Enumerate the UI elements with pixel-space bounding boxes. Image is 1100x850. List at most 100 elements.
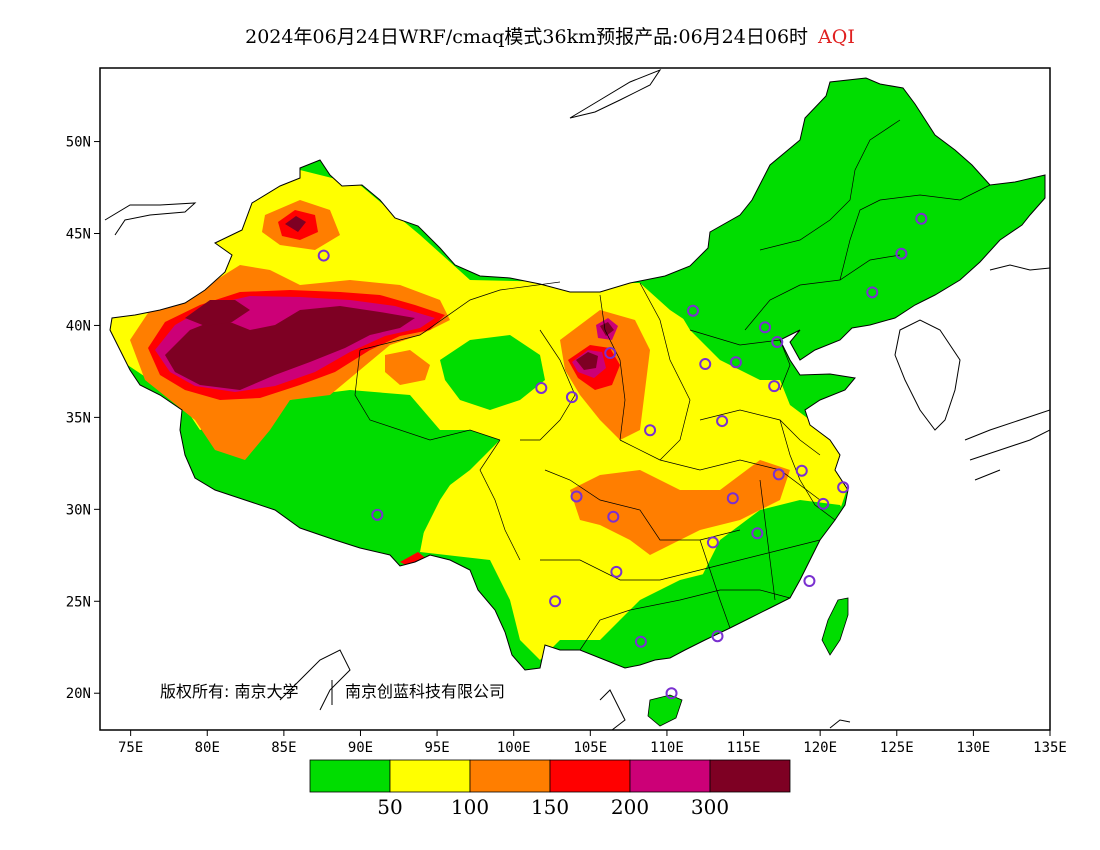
boundary-xinjiang-tibet (354, 349, 501, 441)
station-marker (772, 468, 785, 481)
legend-swatch (469, 759, 551, 793)
coastline-lake-baikal (569, 68, 662, 119)
boundary-hunan (699, 539, 731, 629)
station-marker (317, 249, 330, 262)
orange-qinghai-spot (385, 350, 430, 385)
lat-tick-label: 30N (66, 502, 91, 518)
station-marker (759, 321, 771, 334)
title-variable: AQI (818, 26, 855, 48)
legend-label: 50 (377, 795, 402, 819)
station-marker (570, 490, 583, 503)
station-marker (535, 381, 548, 394)
boundary-hebei (689, 329, 791, 391)
station-marker (716, 415, 729, 428)
hazardous-tarim-west (185, 300, 250, 326)
hainan-island (647, 694, 683, 727)
coastline-japan (964, 409, 1050, 481)
lat-tick-label: 40N (66, 318, 91, 334)
station-marker (768, 380, 781, 393)
orange-sichuan (570, 460, 790, 555)
good-northeast (640, 80, 1045, 340)
copyright-text: 版权所有: 南京大学 (160, 682, 298, 701)
boundary-xinjiang-gansu (359, 281, 561, 351)
hazardous-dzungaria (285, 216, 306, 232)
coastline-russia-east (989, 264, 1050, 271)
aqi-field (110, 78, 1045, 670)
legend-label: 100 (451, 795, 489, 819)
hazardous-ordos (576, 352, 598, 370)
lat-tick-label: 20N (66, 686, 91, 702)
longitude-axis: 75E 80E 85E 90E 95E 100E 105E 110E 115E 120E 125E 1… (118, 730, 1067, 756)
boundary-guangxi (579, 589, 791, 651)
station-marker (665, 687, 678, 700)
boundary-guizhou (540, 539, 821, 581)
boundary-anhui (779, 419, 836, 521)
coastline-india (279, 649, 351, 711)
lon-tick-label: 95E (424, 740, 449, 756)
station-marker (803, 575, 816, 588)
lon-tick-label: 80E (195, 740, 220, 756)
lon-tick-label: 115E (727, 740, 761, 756)
station-marker (729, 356, 742, 369)
station-marker (866, 286, 879, 299)
good-qinghai (440, 335, 545, 410)
boundary-shanxi (639, 282, 691, 461)
legend-swatch (629, 759, 711, 793)
copyright-text-2: 南京创蓝科技有限公司 (345, 682, 505, 701)
lon-tick-label: 85E (271, 740, 296, 756)
lat-tick-label: 50N (66, 135, 91, 151)
station-marker (837, 481, 850, 494)
map-frame (99, 67, 1051, 731)
province-boundaries (354, 119, 991, 651)
station-marker (610, 565, 623, 578)
lat-tick-label: 25N (66, 594, 91, 610)
aqi-legend: 50 100 150 200 300 (309, 759, 791, 819)
latitude-axis: 20N 25N 30N 35N 40N 45N 50N (66, 135, 100, 702)
title-main: 2024年06月24日WRF/cmaq模式36km预报产品:06月24日06时 (245, 26, 809, 48)
map-title: 2024年06月24日WRF/cmaq模式36km预报产品:06月24日06时 A… (0, 22, 1100, 49)
station-marker (686, 304, 699, 317)
station-marker (915, 212, 928, 225)
station-marker (771, 335, 784, 348)
boundary-hubei (619, 439, 821, 501)
station-markers (317, 212, 928, 700)
boundary-tibet-sichuan (479, 439, 521, 561)
lon-tick-label: 90E (348, 740, 373, 756)
station-marker (706, 536, 719, 549)
coastline-vietnam (599, 689, 626, 730)
map-area: 版权所有: 南京大学 南京创蓝科技有限公司 (104, 68, 1050, 730)
boundary-gansu-qinghai (520, 329, 576, 441)
coastline-philippines (829, 719, 851, 729)
lon-tick-label: 100E (497, 740, 531, 756)
legend-swatch (309, 759, 391, 793)
taiwan-island (821, 597, 849, 656)
lon-tick-label: 110E (650, 740, 684, 756)
good-southeast (600, 500, 860, 668)
good-shandong (780, 378, 860, 420)
boundary-ningxia (599, 294, 626, 441)
lon-tick-label: 130E (957, 740, 991, 756)
foreign-coastlines (104, 68, 1050, 730)
station-marker (565, 391, 578, 404)
legend-label: 200 (611, 795, 649, 819)
lon-tick-label: 120E (803, 740, 837, 756)
station-marker (634, 635, 647, 648)
station-marker (751, 527, 764, 540)
hazardous-tarim (165, 306, 415, 390)
station-marker (699, 358, 712, 371)
lon-tick-label: 135E (1033, 740, 1067, 756)
station-marker (817, 497, 830, 510)
legend-swatch (389, 759, 471, 793)
lon-tick-label: 105E (573, 740, 607, 756)
boundary-jilin (839, 184, 991, 281)
station-marker (644, 424, 657, 437)
lat-tick-label: 45N (66, 227, 91, 243)
station-marker (607, 510, 620, 523)
station-marker (895, 247, 908, 260)
station-marker (549, 595, 562, 608)
legend-swatch (549, 759, 631, 793)
good-tibet (240, 390, 500, 552)
legend-label: 300 (691, 795, 729, 819)
station-marker (371, 508, 384, 521)
